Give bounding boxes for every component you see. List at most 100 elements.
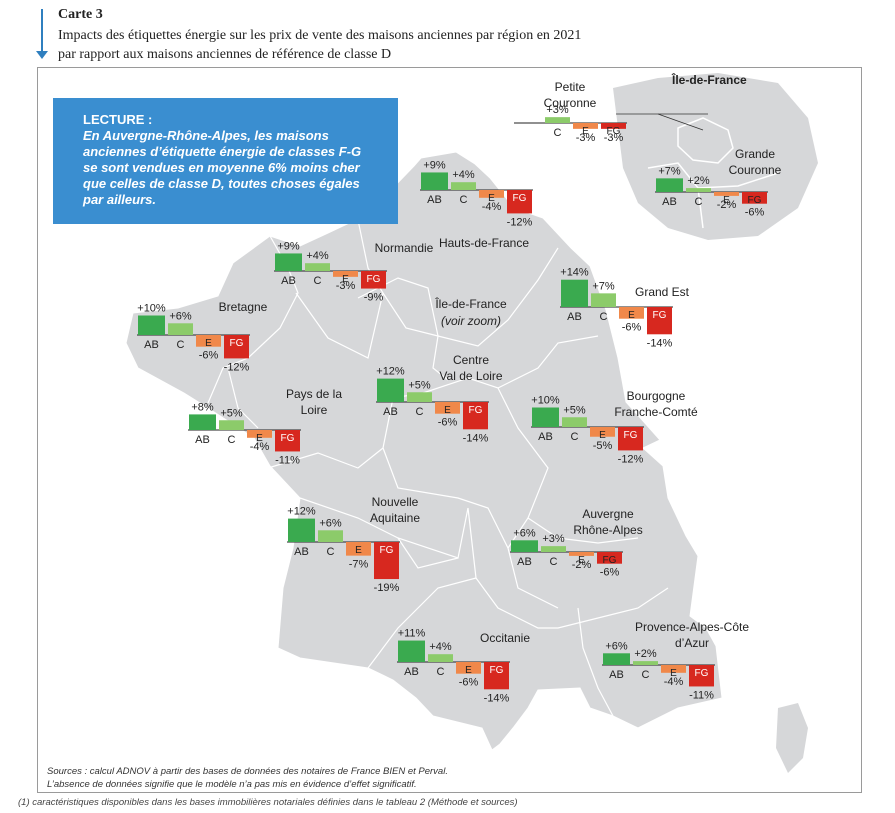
value-label: +9% — [423, 159, 446, 171]
category-label: FG — [367, 274, 381, 285]
figure-title: Impacts des étiquettes énergie sur les p… — [58, 26, 581, 64]
bar-c — [686, 188, 711, 192]
map-frame: Île-de-France Île-de-France (voir zoom) … — [37, 67, 862, 793]
bar-ab — [398, 640, 425, 662]
bar-fg — [224, 335, 249, 359]
value-label: +6% — [169, 310, 192, 322]
region-name: Franche-Comté — [614, 405, 698, 419]
bar-fg — [374, 542, 399, 580]
lecture-line: En Auvergne-Rhône-Alpes, les maisons — [83, 128, 329, 143]
bar-ab — [138, 315, 165, 335]
category-label: E — [256, 433, 263, 444]
value-label: +2% — [634, 648, 657, 660]
bar-e — [346, 542, 371, 556]
value-label: +10% — [531, 395, 560, 407]
lecture-line: que celles de classe D, toutes choses ég… — [83, 176, 360, 191]
value-label: -12% — [618, 453, 644, 465]
region-name: Nouvelle — [372, 495, 419, 509]
category-label: E — [342, 274, 349, 285]
category-label: E — [355, 545, 362, 556]
value-label: +12% — [287, 506, 316, 518]
value-label: -14% — [463, 432, 489, 444]
bar-ab — [603, 653, 630, 665]
value-label: -7% — [349, 559, 369, 571]
region-chart: Bretagne +10% AB +6% C E-6% FG -12% — [137, 300, 268, 373]
region-name: Couronne — [544, 96, 597, 110]
bar-c — [541, 546, 566, 552]
value-label: +9% — [277, 240, 300, 252]
region-name: Loire — [301, 403, 328, 417]
bar-e — [573, 123, 598, 129]
bar-fg — [275, 430, 300, 452]
value-label: -3% — [604, 132, 624, 144]
bar-fg — [463, 402, 488, 430]
value-label: +6% — [605, 640, 628, 652]
bar-ab — [377, 378, 404, 402]
category-label: FG — [469, 405, 483, 416]
region-chart: Auvergne Rhône-Alpes +6% AB +3% C E-2% FG-6% — [510, 507, 643, 579]
figure-label: Carte 3 — [58, 7, 103, 22]
region-name: Bourgogne — [627, 389, 686, 403]
lecture-line: anciennes d’étiquette énergie de classes… — [83, 144, 362, 159]
bar-ab — [656, 178, 683, 192]
bar-e — [479, 190, 504, 198]
region-borders — [207, 187, 669, 717]
petite-couronne-pointer-diag — [657, 113, 704, 131]
value-label: +4% — [452, 169, 475, 181]
value-label: +5% — [220, 407, 243, 419]
map-canvas: Île-de-France Île-de-France (voir zoom) … — [125, 72, 818, 773]
value-label: -19% — [374, 582, 400, 594]
bar-c — [428, 654, 453, 662]
category-label: C — [228, 434, 236, 446]
value-label: +8% — [191, 401, 214, 413]
bar-fg — [689, 665, 714, 687]
arrow-down-icon — [36, 51, 48, 59]
figure-title-line2: par rapport aux maisons anciennes de réf… — [58, 47, 392, 62]
bar-e — [714, 192, 739, 196]
bar-e — [333, 271, 358, 277]
category-label: FG — [281, 433, 295, 444]
value-label: -11% — [275, 454, 300, 466]
region-chart: Grande Couronne +7% AB +2% C E-2% FG-6% — [655, 147, 782, 219]
bar-fg — [618, 427, 643, 451]
category-label: E — [628, 310, 635, 321]
bar-ab — [532, 407, 559, 427]
region-chart: Grand Est +14% AB +7% C E-6% FG -14% — [560, 267, 690, 349]
region-name: Couronne — [729, 163, 782, 177]
bar-ab — [561, 279, 588, 307]
category-label: C — [550, 556, 558, 568]
category-label: C — [695, 196, 703, 208]
value-label: -9% — [364, 292, 384, 304]
value-label: -3% — [576, 132, 596, 144]
bar-fg — [361, 271, 386, 289]
footnote: (1) caractéristiques disponibles dans le… — [18, 797, 518, 808]
bar-e — [196, 335, 221, 347]
bar-c — [562, 417, 587, 427]
category-label: AB — [404, 666, 419, 678]
bar-e — [569, 552, 594, 556]
value-label: -4% — [250, 441, 270, 453]
value-label: +5% — [408, 379, 431, 391]
idf-center-sublabel: (voir zoom) — [441, 314, 501, 328]
idf-zoom-shape — [613, 73, 818, 240]
bar-e — [619, 307, 644, 319]
value-label: -14% — [647, 337, 673, 349]
bar-c — [545, 117, 570, 123]
category-label: E — [723, 195, 730, 206]
category-label: C — [416, 406, 424, 418]
value-label: +6% — [513, 527, 536, 539]
category-label: FG — [695, 668, 709, 679]
category-label: FG — [607, 126, 621, 137]
category-label: AB — [281, 275, 296, 287]
region-chart: Normandie +9% AB +4% C E-3% FG -9% — [274, 240, 434, 304]
value-label: -5% — [593, 440, 613, 452]
header-marker-line — [41, 9, 43, 53]
bar-c — [219, 420, 244, 430]
region-name: Hauts-de-France — [439, 236, 529, 250]
region-name: Petite — [555, 80, 586, 94]
region-chart: Provence-Alpes-Côte d’Azur +6% AB +2% C E-4% FG… — [602, 620, 749, 701]
region-name: Auvergne — [582, 507, 634, 521]
bar-ab — [189, 414, 216, 430]
